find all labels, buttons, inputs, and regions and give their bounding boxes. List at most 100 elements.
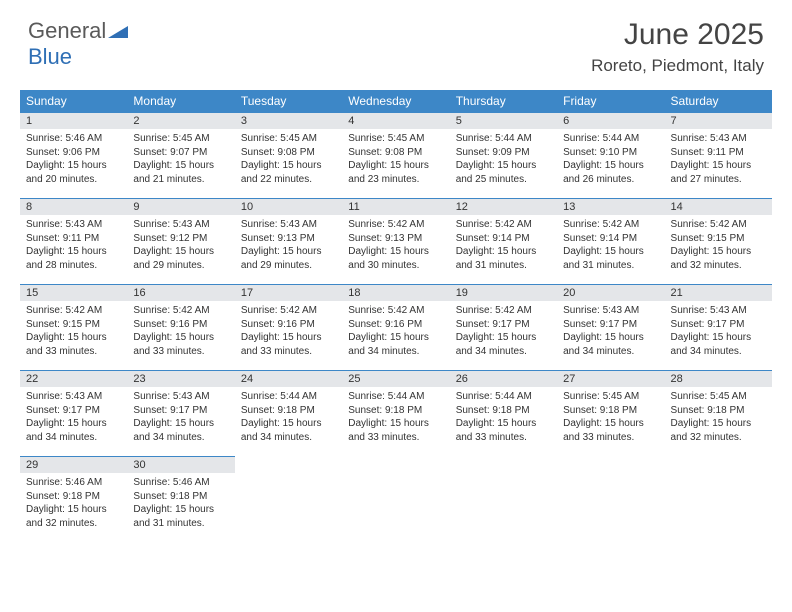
day-number: 2: [127, 112, 234, 129]
daylight-line: Daylight: 15 hours and 32 minutes.: [671, 245, 766, 272]
calendar-cell: 11Sunrise: 5:42 AMSunset: 9:13 PMDayligh…: [342, 198, 449, 284]
calendar-cell: 8Sunrise: 5:43 AMSunset: 9:11 PMDaylight…: [20, 198, 127, 284]
day-body: Sunrise: 5:45 AMSunset: 9:08 PMDaylight:…: [342, 129, 449, 190]
day-body: Sunrise: 5:46 AMSunset: 9:18 PMDaylight:…: [127, 473, 234, 534]
calendar-cell: 24Sunrise: 5:44 AMSunset: 9:18 PMDayligh…: [235, 370, 342, 456]
calendar-cell: 23Sunrise: 5:43 AMSunset: 9:17 PMDayligh…: [127, 370, 234, 456]
calendar-cell: 21 Sunrise: 5:43 AMSunset: 9:17 PMDayligh…: [665, 284, 772, 370]
sunset-line: Sunset: 9:06 PM: [26, 146, 121, 160]
calendar-cell: [557, 456, 664, 542]
sunset-line: Sunset: 9:16 PM: [348, 318, 443, 332]
daylight-line: Daylight: 15 hours and 26 minutes.: [563, 159, 658, 186]
day-body: Sunrise: 5:43 AMSunset: 9:17 PMDaylight:…: [20, 387, 127, 448]
sunrise-line: Sunrise: 5:46 AM: [26, 476, 121, 490]
daylight-line: Daylight: 15 hours and 23 minutes.: [348, 159, 443, 186]
daylight-line: Daylight: 15 hours and 29 minutes.: [133, 245, 228, 272]
day-body: Sunrise: 5:43 AMSunset: 9:11 PMDaylight:…: [665, 129, 772, 190]
calendar-cell: 4Sunrise: 5:45 AMSunset: 9:08 PMDaylight…: [342, 112, 449, 198]
sunset-line: Sunset: 9:09 PM: [456, 146, 551, 160]
sunset-line: Sunset: 9:17 PM: [563, 318, 658, 332]
day-body: Sunrise: 5:42 AMSunset: 9:16 PMDaylight:…: [235, 301, 342, 362]
day-body: Sunrise: 5:42 AMSunset: 9:13 PMDaylight:…: [342, 215, 449, 276]
day-body: Sunrise: 5:43 AMSunset: 9:12 PMDaylight:…: [127, 215, 234, 276]
month-title: June 2025: [591, 18, 764, 52]
logo-triangle-icon: [108, 25, 128, 42]
day-number: 12: [450, 198, 557, 215]
day-number: 18: [342, 284, 449, 301]
location: Roreto, Piedmont, Italy: [591, 56, 764, 76]
calendar-cell: 14Sunrise: 5:42 AMSunset: 9:15 PMDayligh…: [665, 198, 772, 284]
day-number: 21: [665, 284, 772, 301]
calendar-cell: 25Sunrise: 5:44 AMSunset: 9:18 PMDayligh…: [342, 370, 449, 456]
sunrise-line: Sunrise: 5:43 AM: [133, 390, 228, 404]
daylight-line: Daylight: 15 hours and 34 minutes.: [133, 417, 228, 444]
sunset-line: Sunset: 9:18 PM: [456, 404, 551, 418]
day-number: 13: [557, 198, 664, 215]
calendar-cell: 28Sunrise: 5:45 AMSunset: 9:18 PMDayligh…: [665, 370, 772, 456]
daylight-line: Daylight: 15 hours and 34 minutes.: [671, 331, 766, 358]
day-number: 8: [20, 198, 127, 215]
sunrise-line: Sunrise: 5:44 AM: [241, 390, 336, 404]
sunrise-line: Sunrise: 5:44 AM: [348, 390, 443, 404]
day-number: 19: [450, 284, 557, 301]
calendar-cell: 9Sunrise: 5:43 AMSunset: 9:12 PMDaylight…: [127, 198, 234, 284]
day-number: 28: [665, 370, 772, 387]
day-body: Sunrise: 5:46 AMSunset: 9:18 PMDaylight:…: [20, 473, 127, 534]
day-body: Sunrise: 5:42 AMSunset: 9:15 PMDaylight:…: [20, 301, 127, 362]
sunset-line: Sunset: 9:13 PM: [348, 232, 443, 246]
day-number: 11: [342, 198, 449, 215]
day-number: 10: [235, 198, 342, 215]
sunrise-line: Sunrise: 5:43 AM: [133, 218, 228, 232]
day-body: Sunrise: 5:42 AMSunset: 9:17 PMDaylight:…: [450, 301, 557, 362]
day-body: Sunrise: 5:45 AMSunset: 9:18 PMDaylight:…: [557, 387, 664, 448]
day-number: 7: [665, 112, 772, 129]
calendar-cell: 22Sunrise: 5:43 AMSunset: 9:17 PMDayligh…: [20, 370, 127, 456]
sunset-line: Sunset: 9:17 PM: [133, 404, 228, 418]
header: General Blue June 2025 Roreto, Piedmont,…: [0, 0, 792, 82]
sunrise-line: Sunrise: 5:45 AM: [348, 132, 443, 146]
day-number: 14: [665, 198, 772, 215]
calendar-cell: 7Sunrise: 5:43 AMSunset: 9:11 PMDaylight…: [665, 112, 772, 198]
sunset-line: Sunset: 9:16 PM: [133, 318, 228, 332]
sunrise-line: Sunrise: 5:43 AM: [671, 304, 766, 318]
day-body: Sunrise: 5:43 AMSunset: 9:13 PMDaylight:…: [235, 215, 342, 276]
sunrise-line: Sunrise: 5:43 AM: [671, 132, 766, 146]
sunrise-line: Sunrise: 5:44 AM: [456, 132, 551, 146]
day-number: 26: [450, 370, 557, 387]
day-body: Sunrise: 5:42 AMSunset: 9:15 PMDaylight:…: [665, 215, 772, 276]
day-header: Monday: [127, 90, 234, 112]
sunset-line: Sunset: 9:17 PM: [456, 318, 551, 332]
calendar-cell: 30Sunrise: 5:46 AMSunset: 9:18 PMDayligh…: [127, 456, 234, 542]
day-body: Sunrise: 5:43 AMSunset: 9:17 PMDaylight:…: [127, 387, 234, 448]
logo-text: General Blue: [28, 18, 128, 70]
sunrise-line: Sunrise: 5:43 AM: [26, 218, 121, 232]
day-number: 6: [557, 112, 664, 129]
calendar-cell: [342, 456, 449, 542]
day-header: Sunday: [20, 90, 127, 112]
sunrise-line: Sunrise: 5:45 AM: [671, 390, 766, 404]
sunset-line: Sunset: 9:18 PM: [671, 404, 766, 418]
daylight-line: Daylight: 15 hours and 33 minutes.: [26, 331, 121, 358]
sunset-line: Sunset: 9:17 PM: [671, 318, 766, 332]
calendar-week: 29Sunrise: 5:46 AMSunset: 9:18 PMDayligh…: [20, 456, 772, 542]
calendar-cell: 26Sunrise: 5:44 AMSunset: 9:18 PMDayligh…: [450, 370, 557, 456]
logo-word1: General: [28, 18, 106, 43]
calendar-cell: 12Sunrise: 5:42 AMSunset: 9:14 PMDayligh…: [450, 198, 557, 284]
daylight-line: Daylight: 15 hours and 25 minutes.: [456, 159, 551, 186]
day-number: 27: [557, 370, 664, 387]
day-body: Sunrise: 5:46 AMSunset: 9:06 PMDaylight:…: [20, 129, 127, 190]
sunset-line: Sunset: 9:18 PM: [241, 404, 336, 418]
day-header-row: SundayMondayTuesdayWednesdayThursdayFrid…: [20, 90, 772, 112]
calendar-week: 15Sunrise: 5:42 AMSunset: 9:15 PMDayligh…: [20, 284, 772, 370]
day-number: 25: [342, 370, 449, 387]
calendar-cell: 6Sunrise: 5:44 AMSunset: 9:10 PMDaylight…: [557, 112, 664, 198]
sunrise-line: Sunrise: 5:43 AM: [26, 390, 121, 404]
daylight-line: Daylight: 15 hours and 34 minutes.: [456, 331, 551, 358]
title-block: June 2025 Roreto, Piedmont, Italy: [591, 18, 764, 76]
sunrise-line: Sunrise: 5:45 AM: [133, 132, 228, 146]
daylight-line: Daylight: 15 hours and 31 minutes.: [563, 245, 658, 272]
day-body: Sunrise: 5:42 AMSunset: 9:16 PMDaylight:…: [342, 301, 449, 362]
day-header: Wednesday: [342, 90, 449, 112]
calendar-cell: 5Sunrise: 5:44 AMSunset: 9:09 PMDaylight…: [450, 112, 557, 198]
calendar-cell: 29Sunrise: 5:46 AMSunset: 9:18 PMDayligh…: [20, 456, 127, 542]
